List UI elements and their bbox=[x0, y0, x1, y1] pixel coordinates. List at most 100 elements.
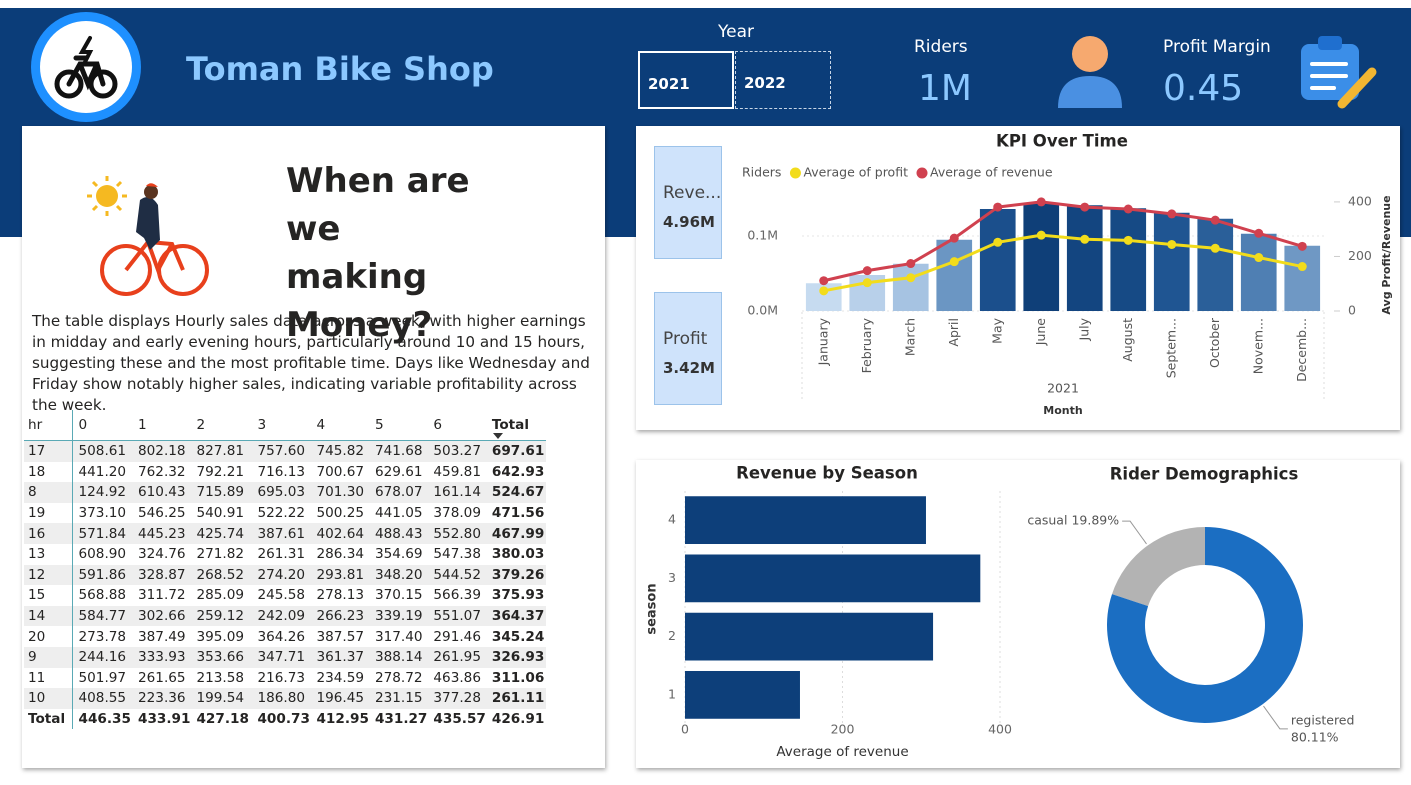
table-row: 19 373.10 546.25 540.91 522.22 500.25 441.05 37… bbox=[24, 502, 546, 524]
slicer-option[interactable]: 2022 bbox=[735, 51, 831, 109]
y-tick-label: 2 bbox=[668, 628, 676, 643]
slice-value-label: 19.89% bbox=[1071, 513, 1119, 528]
y-tick-label: 0.1M bbox=[747, 228, 778, 243]
table-cell: 10 bbox=[24, 688, 73, 709]
card-label: Reve... bbox=[663, 183, 722, 203]
legend-marker bbox=[916, 167, 928, 179]
table-cell: 339.19 bbox=[368, 605, 428, 627]
line-point bbox=[819, 276, 829, 286]
table-cell: 213.58 bbox=[196, 669, 245, 686]
table-cell: 12 bbox=[24, 564, 73, 586]
table-cell: 13 bbox=[24, 543, 73, 565]
table-cell: 551.07 bbox=[427, 605, 486, 627]
table-cell: 302.66 bbox=[132, 605, 191, 627]
table-cell: 18 bbox=[24, 461, 73, 483]
x-tick-label: 400 bbox=[988, 722, 1012, 737]
table-cell: 361.37 bbox=[310, 646, 369, 668]
table-cell: 364.26 bbox=[257, 628, 306, 645]
bar bbox=[1240, 233, 1277, 311]
table-cell: 261.11 bbox=[485, 688, 546, 709]
dashboard-title: Toman Bike Shop bbox=[186, 50, 494, 88]
bar bbox=[1110, 208, 1147, 311]
x-tick-label: January bbox=[815, 317, 830, 366]
slicer-option[interactable]: 2021 bbox=[638, 51, 734, 109]
table-cell: 400.73 bbox=[257, 711, 310, 728]
column-header: 0 bbox=[72, 410, 132, 441]
table-cell: 234.59 bbox=[316, 669, 365, 686]
table-cell: 387.49 bbox=[138, 628, 186, 645]
table-cell: 445.23 bbox=[132, 523, 191, 544]
line-point bbox=[1123, 204, 1133, 214]
line-point bbox=[1210, 243, 1220, 253]
panel-heading: When are we making Money? bbox=[286, 161, 470, 345]
line-point bbox=[1167, 209, 1177, 219]
table-cell: 701.30 bbox=[310, 482, 369, 503]
kpi-value: 1M bbox=[918, 68, 972, 109]
table-row: 15 568.88 311.72 285.09 245.58 278.13 370.15 56… bbox=[24, 585, 546, 606]
card-value: 4.96M bbox=[663, 213, 715, 231]
table-cell: 347.71 bbox=[251, 646, 311, 668]
table-cell: 387.57 bbox=[316, 628, 365, 645]
table-cell: 370.15 bbox=[374, 587, 423, 604]
column-header: 4 bbox=[310, 410, 369, 441]
table-cell: 231.15 bbox=[368, 688, 428, 709]
slice-category-label: registered bbox=[1291, 712, 1355, 727]
y-tick-label: 0.0M bbox=[747, 303, 778, 318]
table-cell: 261.31 bbox=[257, 546, 306, 563]
table-cell: 608.90 bbox=[78, 546, 127, 563]
table-cell: 695.03 bbox=[251, 482, 311, 503]
line-point bbox=[862, 278, 872, 288]
column-header: 2 bbox=[190, 410, 252, 441]
table-cell: 716.13 bbox=[257, 463, 306, 480]
line-point bbox=[819, 286, 829, 296]
leader-line bbox=[1263, 705, 1288, 730]
table-cell: 762.32 bbox=[138, 463, 186, 480]
line-point bbox=[1123, 235, 1133, 245]
table-cell: 568.88 bbox=[78, 587, 127, 604]
x-axis-label: Average of revenue bbox=[776, 744, 908, 760]
column-header: 3 bbox=[251, 410, 311, 441]
slice-category-label: casual bbox=[1027, 513, 1067, 528]
table-cell: 522.22 bbox=[257, 505, 306, 522]
x-tick-label: Septem... bbox=[1163, 318, 1178, 378]
table-cell: Total bbox=[24, 708, 73, 730]
table-cell: 377.28 bbox=[427, 688, 486, 709]
donut-slice bbox=[1112, 527, 1205, 607]
table-cell: 17 bbox=[24, 440, 73, 462]
table-cell: 802.18 bbox=[132, 440, 191, 462]
y2-tick-label: 200 bbox=[1348, 248, 1372, 263]
legend-label: Average of profit bbox=[803, 165, 908, 180]
table-cell: 124.92 bbox=[72, 482, 132, 503]
table-cell: 15 bbox=[24, 585, 73, 606]
line bbox=[823, 233, 1303, 293]
legend-marker bbox=[789, 167, 801, 179]
table-cell: 427.18 bbox=[196, 711, 249, 728]
table-cell: 328.87 bbox=[132, 564, 191, 586]
table-cell: 11 bbox=[24, 667, 73, 689]
line-point bbox=[1297, 262, 1307, 272]
column-header: Total bbox=[485, 410, 546, 441]
table-cell: 311.72 bbox=[138, 587, 186, 604]
table-cell: 544.52 bbox=[427, 564, 486, 586]
y2-axis-label: Avg Profit/Revenue bbox=[1380, 195, 1393, 314]
x-tick-label: April bbox=[946, 318, 961, 347]
y-tick-label: 4 bbox=[668, 512, 676, 527]
table-cell: 291.46 bbox=[433, 628, 481, 645]
line-point bbox=[1167, 239, 1177, 249]
table-cell: 546.25 bbox=[138, 505, 186, 522]
table-cell: 186.80 bbox=[251, 688, 311, 709]
table-cell: 266.23 bbox=[310, 605, 369, 627]
table-cell: 348.20 bbox=[368, 564, 428, 586]
table-cell: 524.67 bbox=[485, 482, 546, 503]
table-cell: 488.43 bbox=[368, 523, 428, 544]
hourly-table: hr 0 1 2 3 4 5 6 Total 17 508.61 802.18 827.81 757.60… bbox=[24, 410, 546, 730]
card-label: Profit bbox=[663, 329, 708, 349]
bar bbox=[685, 670, 800, 719]
bar bbox=[979, 209, 1016, 311]
table-cell: 566.39 bbox=[433, 587, 481, 604]
table-cell: 700.67 bbox=[316, 463, 365, 480]
table-cell: 387.61 bbox=[251, 523, 311, 544]
line-point bbox=[1254, 253, 1264, 263]
legend-label: Riders bbox=[742, 165, 781, 180]
x-tick-label: May bbox=[989, 317, 1004, 343]
